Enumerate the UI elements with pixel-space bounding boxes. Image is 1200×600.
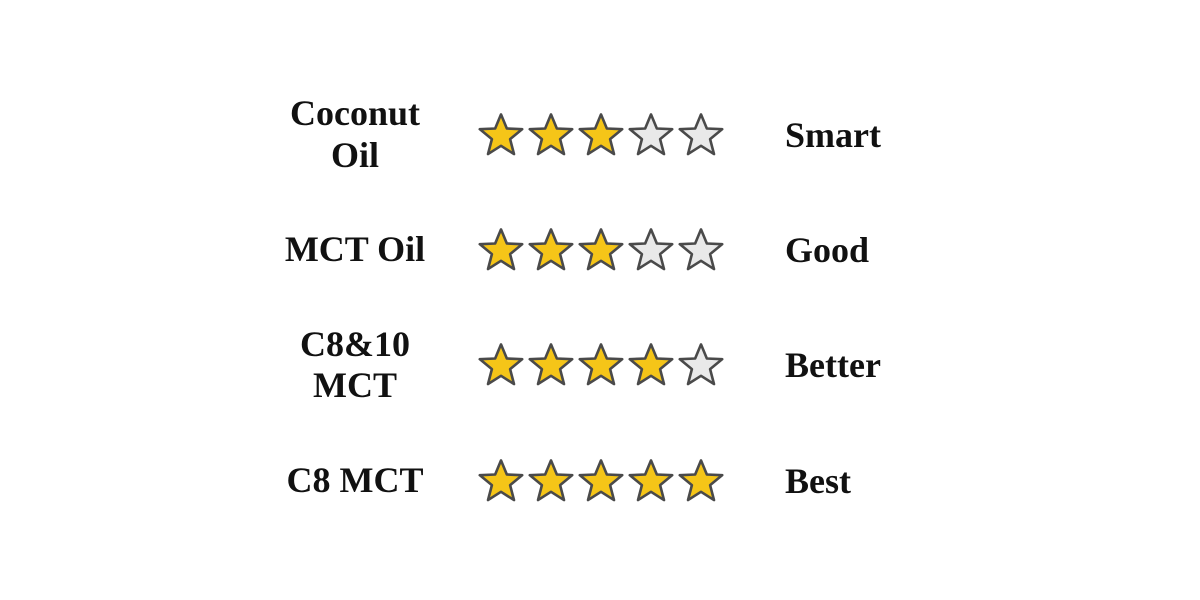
star-icon — [675, 455, 727, 507]
star-icon — [575, 339, 627, 391]
table-row: Coconut Oil Smart — [245, 93, 955, 176]
star-rating — [475, 109, 755, 161]
star-icon — [625, 224, 677, 276]
verdict-label: Better — [755, 344, 955, 386]
star-icon — [625, 455, 677, 507]
table-row: MCT Oil Good — [245, 224, 955, 276]
table-row: C8 MCT Best — [245, 455, 955, 507]
star-icon — [675, 339, 727, 391]
star-icon — [475, 109, 527, 161]
star-icon — [525, 339, 577, 391]
star-icon — [475, 224, 527, 276]
product-label: MCT Oil — [245, 229, 475, 270]
star-icon — [475, 455, 527, 507]
label-text: Coconut — [245, 93, 465, 134]
star-icon — [625, 339, 677, 391]
rating-table: Coconut Oil Smart MCT Oil Good C8&10 MCT… — [245, 93, 955, 507]
star-rating — [475, 455, 755, 507]
label-text: Oil — [245, 135, 465, 176]
label-text: C8 MCT — [245, 460, 465, 501]
star-icon — [675, 109, 727, 161]
star-rating — [475, 339, 755, 391]
star-icon — [575, 224, 627, 276]
star-icon — [525, 109, 577, 161]
label-text: MCT Oil — [245, 229, 465, 270]
verdict-label: Best — [755, 460, 955, 502]
table-row: C8&10 MCT Better — [245, 324, 955, 407]
star-icon — [625, 109, 677, 161]
star-icon — [675, 224, 727, 276]
star-icon — [575, 109, 627, 161]
star-icon — [575, 455, 627, 507]
star-rating — [475, 224, 755, 276]
label-text: C8&10 — [245, 324, 465, 365]
star-icon — [475, 339, 527, 391]
verdict-label: Smart — [755, 114, 955, 156]
product-label: Coconut Oil — [245, 93, 475, 176]
star-icon — [525, 224, 577, 276]
product-label: C8&10 MCT — [245, 324, 475, 407]
verdict-label: Good — [755, 229, 955, 271]
star-icon — [525, 455, 577, 507]
product-label: C8 MCT — [245, 460, 475, 501]
label-text: MCT — [245, 365, 465, 406]
